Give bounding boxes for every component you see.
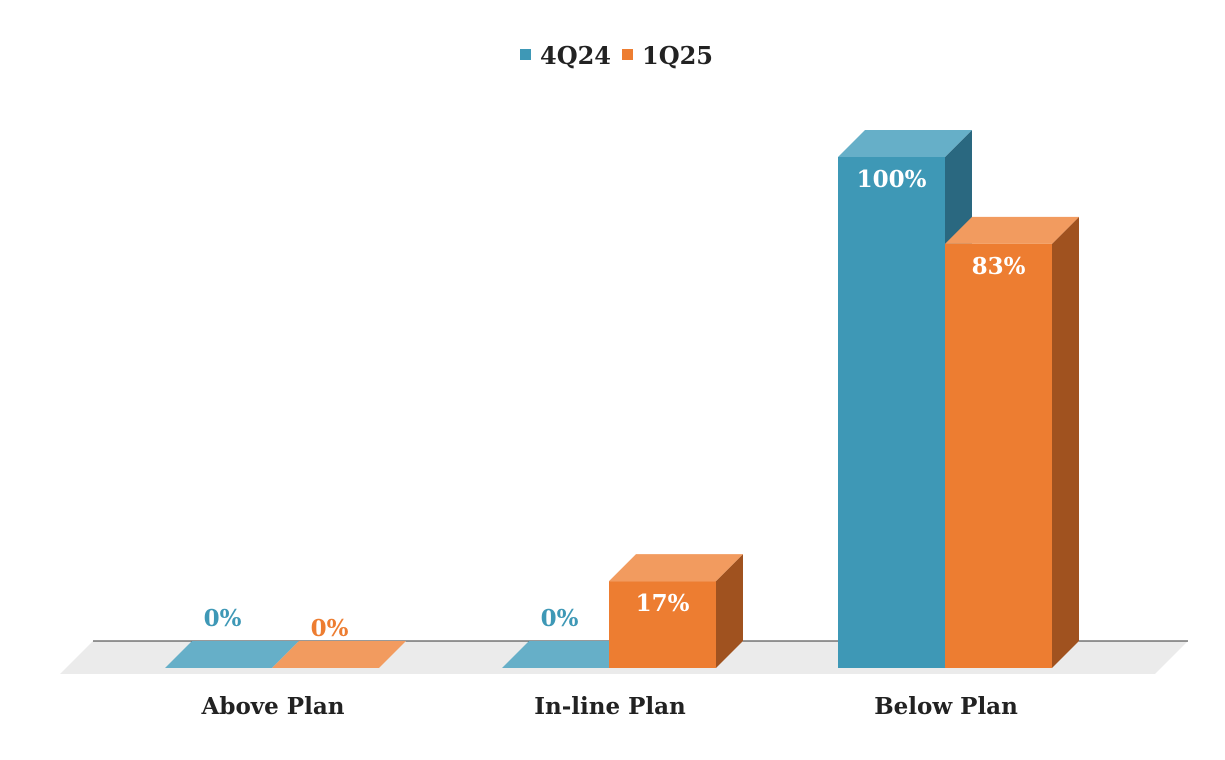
bar-front	[945, 243, 1052, 668]
legend-item-4q24: 4Q24	[520, 41, 611, 70]
bar-top	[272, 641, 406, 668]
bars	[165, 130, 1079, 668]
bar-front	[838, 157, 945, 668]
bar-1q25-below-plan	[945, 216, 1079, 668]
bar-4q24-in-line-plan	[502, 641, 636, 668]
category-label: Below Plan	[874, 693, 1018, 720]
bar-top	[945, 216, 1079, 244]
bar-front	[609, 581, 716, 668]
legend-item-1q25: 1Q25	[622, 41, 713, 70]
bar-top	[502, 641, 636, 668]
bar-top	[838, 130, 972, 157]
bar-1q25-above-plan	[272, 641, 406, 668]
legend-swatch	[622, 49, 633, 60]
bar-side	[716, 554, 743, 668]
category-label: Above Plan	[201, 693, 345, 720]
legend-swatch	[520, 49, 531, 60]
bar-side	[1052, 216, 1079, 668]
data-label: 17%	[636, 590, 690, 617]
bar-top	[609, 554, 743, 582]
category-label: In-line Plan	[534, 693, 686, 720]
bar-4q24-above-plan	[165, 641, 299, 668]
bar-1q25-in-line-plan	[609, 554, 743, 668]
data-label: 0%	[204, 605, 242, 632]
data-label: 0%	[311, 615, 349, 642]
bar-top	[165, 641, 299, 668]
data-label: 83%	[972, 253, 1026, 280]
legend: 4Q24 1Q25	[520, 41, 713, 70]
value-labels: 0% 0% 0% 17% 100% 83%	[204, 166, 1026, 642]
data-label: 100%	[857, 166, 927, 193]
legend-label: 1Q25	[642, 41, 713, 70]
data-label: 0%	[541, 605, 579, 632]
category-labels: Above Plan In-line Plan Below Plan	[201, 693, 1019, 720]
legend-label: 4Q24	[540, 41, 611, 70]
